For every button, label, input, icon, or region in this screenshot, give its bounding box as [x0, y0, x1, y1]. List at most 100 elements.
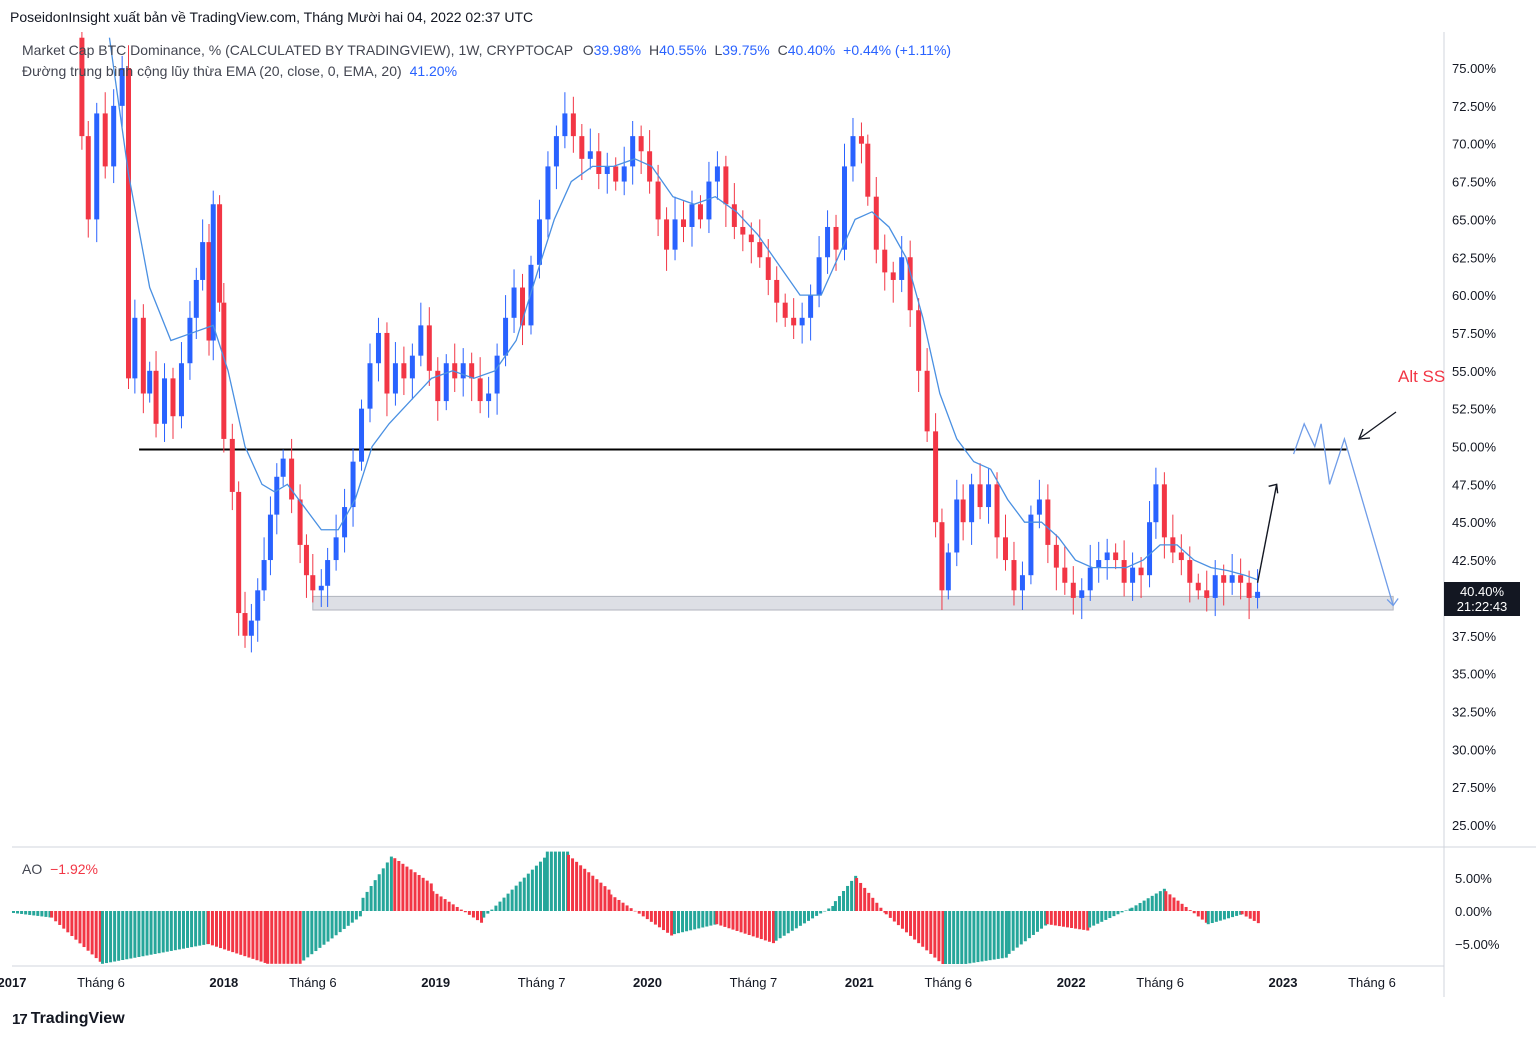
candle-body [1036, 499, 1042, 515]
last-price-label: 40.40% 21:22:43 [1444, 582, 1520, 616]
ao-bar [1088, 911, 1092, 928]
y-tick-label: 47.50% [1452, 477, 1497, 492]
ao-bar [506, 893, 510, 911]
ao-bar [543, 857, 547, 911]
ao-bar [1086, 911, 1090, 931]
ao-bar [202, 911, 206, 945]
ao-bar [181, 911, 185, 949]
candle-body [873, 196, 879, 250]
candle-body [1045, 499, 1051, 545]
candle-body [882, 249, 888, 273]
candle-body [842, 166, 848, 250]
ao-bar [227, 911, 231, 951]
ao-bar [318, 911, 322, 948]
ao-bar [595, 879, 599, 911]
ao-bar [774, 911, 778, 941]
candle-body [221, 302, 227, 439]
ao-bar [298, 911, 302, 964]
ao-bar [625, 905, 629, 911]
tradingview-footer[interactable]: 17 TradingView [12, 1010, 125, 1028]
ao-bar [401, 863, 405, 911]
ao-bar [198, 911, 202, 946]
ao-bar [1061, 911, 1065, 927]
candle-body [333, 537, 339, 561]
ao-bar [653, 911, 657, 925]
candle-body [520, 287, 526, 326]
candle-body [994, 484, 1000, 538]
x-tick-label: Tháng 6 [77, 975, 125, 990]
candle-body [255, 590, 261, 621]
candle-body [774, 279, 780, 303]
ao-bar [575, 861, 579, 911]
ao-bar [70, 911, 74, 937]
candle-body [1238, 575, 1244, 583]
candle-body [986, 484, 992, 508]
ao-bar [1053, 911, 1057, 926]
ao-bar [657, 911, 661, 928]
ao-bar [1192, 911, 1196, 914]
y-tick-label: 35.00% [1452, 667, 1497, 682]
ao-bar [933, 911, 937, 958]
ema-legend[interactable]: Đường trung bình cộng lũy thừa EMA (20, … [22, 63, 457, 79]
ohlc-change: +0.44% (+1.11%) [843, 42, 952, 58]
ohlc-low: 39.75% [722, 42, 770, 58]
candle-body [1070, 582, 1076, 598]
ao-bar [522, 877, 526, 911]
ao-bar [591, 875, 595, 911]
ao-bar [219, 911, 223, 949]
ao-bar [431, 891, 435, 911]
ao-bar [369, 886, 373, 911]
ao-bar [755, 911, 759, 938]
ao-bar [141, 911, 145, 957]
x-tick-label: 2018 [209, 975, 238, 990]
ao-bar [1044, 911, 1048, 926]
ao-bar [1078, 911, 1082, 930]
ao-bar [751, 911, 755, 937]
ao-legend[interactable]: AO −1.92% [22, 861, 98, 877]
ao-bar [247, 911, 251, 958]
ao-bar [879, 907, 883, 911]
ao-tick-label: 5.00% [1455, 871, 1492, 886]
candle-body [748, 234, 754, 243]
ao-bar [896, 911, 900, 926]
ao-bar [20, 911, 24, 914]
ao-bar [1256, 911, 1260, 924]
ao-bar [1214, 911, 1218, 922]
symbol-legend[interactable]: Market Cap BTC Dominance, % (CALCULATED … [22, 42, 951, 58]
ao-bar [274, 911, 278, 964]
candle-body [126, 68, 132, 379]
ao-bar [310, 911, 314, 955]
ao-bar [759, 911, 763, 940]
ao-bar [145, 911, 149, 956]
ao-bar [342, 911, 346, 929]
ao-bar [425, 880, 429, 911]
candle-body [570, 113, 576, 137]
ao-bar [925, 911, 929, 951]
ao-bar [697, 911, 701, 929]
ao-bar [629, 908, 633, 911]
ao-bar [435, 893, 439, 911]
candle-body [553, 136, 559, 167]
ao-bar [165, 911, 169, 952]
candle-body [850, 136, 856, 167]
y-tick-label: 62.50% [1452, 250, 1497, 265]
ao-bar [306, 911, 310, 958]
candle-body [1096, 560, 1102, 568]
ao-bar [867, 892, 871, 911]
ao-bar [1096, 911, 1100, 924]
ao-bar [113, 911, 117, 962]
candle-body [791, 317, 797, 326]
ao-bar [743, 911, 747, 934]
ao-bar [121, 911, 125, 961]
countdown-timer: 21:22:43 [1457, 599, 1508, 614]
ao-bar [637, 911, 641, 914]
candle-body [833, 226, 839, 250]
ao-value: −1.92% [50, 861, 98, 877]
ao-bar [735, 911, 739, 931]
y-tick-label: 72.50% [1452, 99, 1497, 114]
ao-bar [194, 911, 198, 947]
ao-bar [177, 911, 181, 950]
ao-bar [44, 911, 48, 917]
ao-bar [455, 906, 459, 911]
